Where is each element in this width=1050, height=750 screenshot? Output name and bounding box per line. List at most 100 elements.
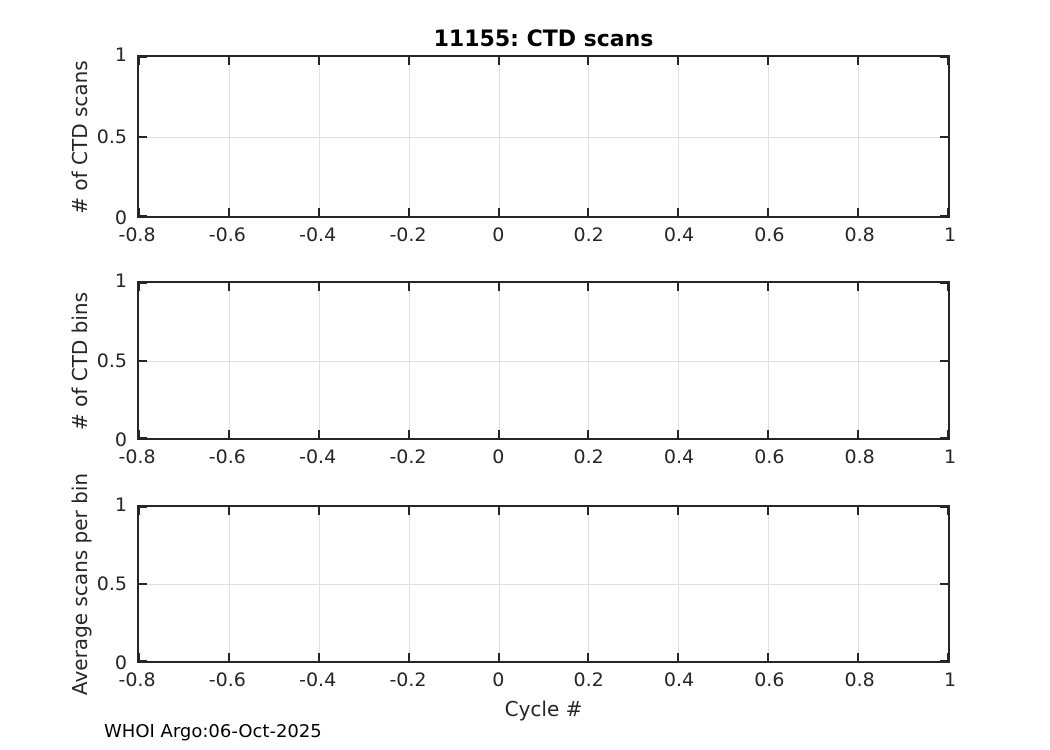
- y-tick-mark-right: [940, 282, 948, 284]
- x-tick-label: 0.8: [844, 669, 875, 691]
- x-tick-mark-bottom: [138, 430, 140, 438]
- gridline-horizontal: [139, 584, 948, 585]
- x-tick-mark-top: [857, 283, 860, 291]
- plot-area-ctd-scans: [137, 55, 950, 218]
- x-tick-labels: -0.8 -0.6 -0.4 -0.2 0 0.2 0.4 0.6 0.8 1: [118, 445, 956, 471]
- y-tick-label: 0.5: [96, 573, 127, 595]
- plot-area-avg-scans: [137, 505, 950, 663]
- x-tick-mark-top: [138, 507, 140, 515]
- x-tick-mark-bottom: [587, 430, 590, 438]
- x-tick-mark-top: [677, 57, 680, 65]
- gridline-horizontal: [139, 136, 948, 138]
- y-tick-labels: 0 0.5 1: [53, 495, 127, 673]
- y-tick-mark-right: [940, 506, 948, 508]
- subplot-ctd-bins: # of CTD bins 0 0.5 1 -0.8 -0.6 -0.4 -0.2 0 0.2…: [0, 271, 1050, 468]
- x-tick-label: 0.2: [573, 446, 604, 468]
- x-tick-label: -0.6: [208, 224, 246, 246]
- x-tick-label: -0.4: [299, 224, 337, 246]
- x-tick-mark-bottom: [497, 430, 500, 438]
- x-tick-mark-top: [857, 57, 860, 65]
- x-tick-mark-top: [317, 507, 320, 515]
- x-tick-mark-bottom: [407, 208, 410, 216]
- x-tick-mark-bottom: [317, 653, 320, 661]
- y-tick-mark-left: [139, 56, 147, 58]
- x-tick-mark-top: [677, 507, 680, 515]
- x-tick-mark-top: [497, 283, 500, 291]
- y-tick-mark-right: [940, 660, 948, 662]
- x-tick-mark-top: [138, 57, 140, 65]
- y-tick-mark-left: [139, 437, 147, 439]
- x-tick-mark-top: [587, 283, 590, 291]
- y-tick-label: 1: [114, 270, 127, 292]
- x-tick-mark-bottom: [587, 653, 590, 661]
- y-tick-mark-right: [940, 215, 948, 217]
- x-tick-label: 0.8: [844, 446, 875, 468]
- x-tick-mark-bottom: [227, 430, 230, 438]
- y-tick-label: 0: [114, 652, 127, 674]
- y-tick-mark-left: [139, 506, 147, 508]
- y-tick-label: 0: [114, 429, 127, 451]
- x-tick-label: 1: [943, 224, 957, 246]
- subplot-ctd-scans: # of CTD scans 0 0.5 1 -0.8 -0.6 -0.4 -0.2 0 0.…: [0, 45, 1050, 246]
- x-tick-mark-bottom: [857, 208, 860, 216]
- x-tick-mark-top: [138, 283, 140, 291]
- x-tick-mark-top: [767, 283, 770, 291]
- y-tick-label: 0: [114, 207, 127, 229]
- x-tick-mark-bottom: [767, 208, 770, 216]
- y-tick-mark-left: [139, 135, 147, 138]
- x-tick-label: 0.8: [844, 224, 875, 246]
- x-tick-mark-top: [857, 507, 860, 515]
- x-axis-label: Cycle #: [504, 697, 583, 721]
- y-tick-labels: 0 0.5 1: [53, 271, 127, 450]
- x-tick-label: 0: [492, 669, 505, 691]
- x-tick-mark-top: [227, 283, 230, 291]
- figure-title: 11155: CTD scans: [433, 27, 654, 52]
- x-tick-mark-bottom: [317, 208, 320, 216]
- x-tick-label: 1: [943, 669, 957, 691]
- y-tick-mark-right: [940, 583, 948, 585]
- x-tick-mark-top: [497, 507, 500, 515]
- x-tick-mark-bottom: [497, 208, 500, 216]
- y-tick-label: 1: [114, 494, 127, 516]
- x-tick-mark-top: [767, 507, 770, 515]
- x-tick-mark-bottom: [587, 208, 590, 216]
- x-tick-mark-bottom: [317, 430, 320, 438]
- y-tick-mark-left: [139, 583, 147, 585]
- x-tick-label: -0.2: [389, 224, 427, 246]
- x-tick-label: 0.6: [754, 446, 785, 468]
- x-tick-mark-top: [677, 283, 680, 291]
- x-tick-mark-bottom: [947, 208, 949, 216]
- x-tick-mark-top: [947, 283, 949, 291]
- x-tick-mark-bottom: [407, 653, 410, 661]
- x-tick-mark-bottom: [767, 430, 770, 438]
- x-tick-mark-bottom: [947, 430, 949, 438]
- x-tick-label: 0.6: [754, 669, 785, 691]
- x-tick-mark-bottom: [947, 653, 949, 661]
- x-tick-label: 0.4: [663, 224, 695, 246]
- x-tick-mark-top: [407, 283, 410, 291]
- x-tick-mark-bottom: [677, 208, 680, 216]
- x-tick-mark-bottom: [227, 653, 230, 661]
- x-tick-label: -0.2: [389, 669, 427, 691]
- y-tick-label: 0.5: [96, 349, 127, 372]
- x-tick-mark-top: [317, 283, 320, 291]
- y-tick-mark-right: [940, 135, 948, 138]
- x-tick-label: -0.4: [299, 446, 337, 468]
- watermark-text: WHOI Argo:06-Oct-2025: [104, 721, 322, 742]
- x-tick-label: 0.2: [573, 669, 604, 691]
- x-tick-label: -0.6: [208, 669, 246, 691]
- x-tick-mark-top: [227, 507, 230, 515]
- x-tick-mark-top: [587, 57, 590, 65]
- y-tick-label: 0.5: [96, 125, 127, 148]
- x-tick-mark-bottom: [677, 653, 680, 661]
- x-tick-label: -0.8: [118, 669, 156, 691]
- x-tick-label: 1: [943, 446, 957, 468]
- y-tick-mark-left: [139, 660, 147, 662]
- x-tick-mark-bottom: [138, 208, 140, 216]
- x-tick-mark-bottom: [767, 653, 770, 661]
- x-tick-label: 0: [492, 224, 505, 246]
- x-tick-mark-top: [407, 57, 410, 65]
- x-tick-mark-top: [407, 507, 410, 515]
- x-tick-mark-top: [227, 57, 230, 65]
